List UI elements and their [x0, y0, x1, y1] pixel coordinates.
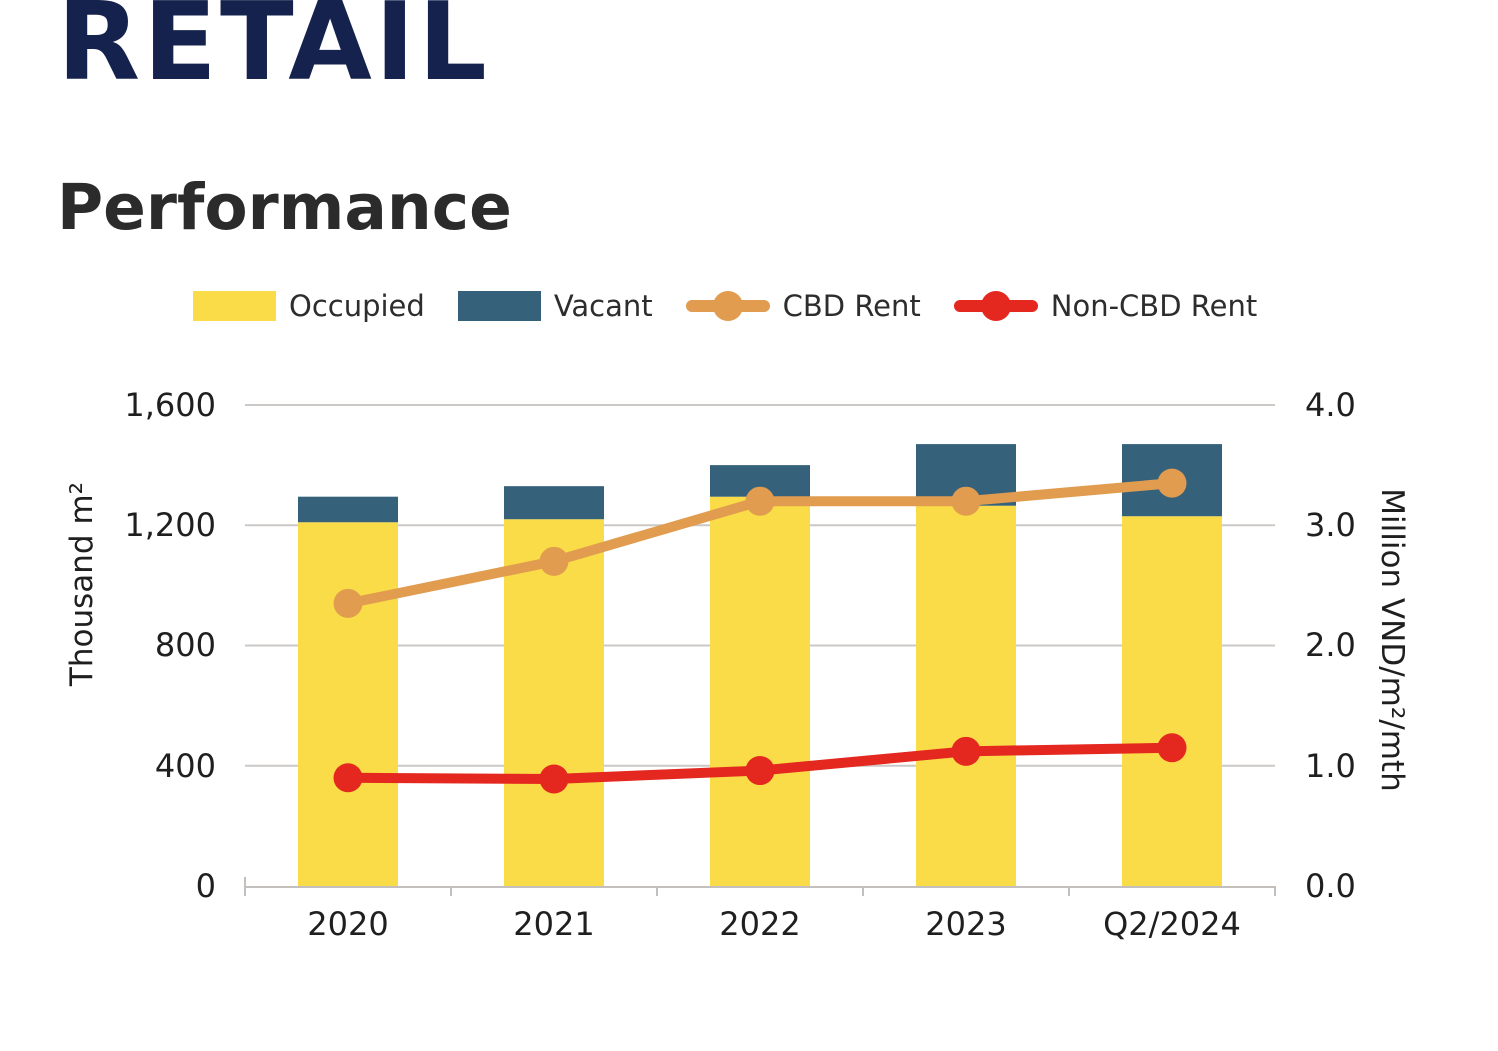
chart-legend: Occupied Vacant CBD Rent Non-CBD Rent	[193, 289, 1257, 323]
left-axis-tick-1200: 1,200	[124, 506, 216, 544]
left-axis-title: Thousand m²	[64, 481, 100, 687]
right-axis-tick-1: 1.0	[1305, 747, 1356, 785]
occupied-swatch-icon	[193, 291, 276, 321]
left-axis-tick-400: 400	[154, 747, 216, 785]
noncbd-rent-line-marker-icon	[953, 291, 1038, 321]
x-axis-label-2021: 2021	[513, 905, 595, 943]
legend-label-cbd-rent: CBD Rent	[782, 289, 921, 323]
right-axis-title: Million VND/m²/mth	[1374, 488, 1410, 792]
right-axis-tick-2: 2.0	[1305, 626, 1356, 664]
section-title: Performance	[57, 171, 512, 244]
x-axis-label-2022: 2022	[719, 905, 801, 943]
legend-item-vacant: Vacant	[457, 289, 653, 323]
cbd-dot-icon	[712, 291, 743, 321]
x-axis-label-q2-2024: Q2/2024	[1103, 905, 1241, 943]
left-axis-tick-1600: 1,600	[124, 386, 216, 424]
legend-label-vacant: Vacant	[553, 289, 653, 323]
x-axis-label-2023: 2023	[925, 905, 1007, 943]
vacant-swatch-icon	[457, 291, 541, 321]
left-axis-tick-0: 0	[195, 867, 216, 905]
left-axis-tick-800: 800	[154, 626, 216, 664]
legend-item-cbd-rent: CBD Rent	[685, 289, 921, 323]
legend-item-noncbd-rent: Non-CBD Rent	[953, 289, 1258, 323]
x-axis-label-2020: 2020	[307, 905, 389, 943]
right-axis-tick-0: 0.0	[1305, 867, 1356, 905]
noncbd-dot-icon	[980, 291, 1011, 321]
legend-label-noncbd-rent: Non-CBD Rent	[1050, 289, 1258, 323]
page-title: RETAIL	[57, 0, 490, 105]
legend-item-occupied: Occupied	[193, 289, 425, 323]
cbd-rent-line-marker-icon	[685, 291, 770, 321]
legend-label-occupied: Occupied	[289, 289, 425, 323]
right-axis-tick-3: 3.0	[1305, 506, 1356, 544]
right-axis-tick-4: 4.0	[1305, 386, 1356, 424]
